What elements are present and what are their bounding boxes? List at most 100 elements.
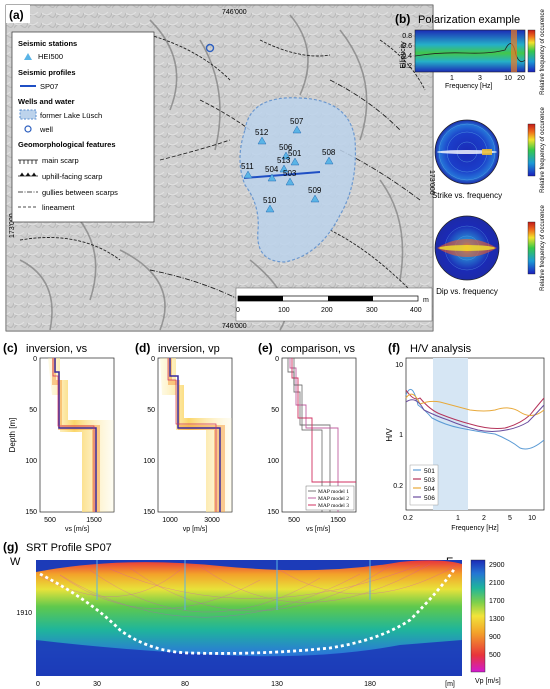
ellip-xtick-3: 3 — [478, 75, 482, 82]
coord-left: 173'000 — [9, 213, 16, 238]
station-label-509: 509 — [308, 186, 322, 195]
vp-ytick-50: 50 — [147, 407, 155, 414]
hv-curve-506 — [405, 399, 545, 432]
ellip-xlabel: Frequency [Hz] — [445, 83, 493, 90]
srt-cbar-500: 500 — [489, 652, 501, 659]
strike-caption: Strike vs. frequency — [432, 191, 502, 200]
srt-xtick-130: 130 — [271, 681, 283, 688]
srt-ray-paths — [39, 563, 456, 618]
station-label-510: 510 — [263, 196, 277, 205]
hv-xtick-02: 0.2 — [403, 515, 413, 522]
vp-ytick-0: 0 — [151, 356, 155, 363]
srt-cbar-1700: 1700 — [489, 598, 505, 605]
former-lake-area — [239, 97, 357, 263]
cmp-xtick-1500: 1500 — [330, 517, 346, 524]
map-model-3-label: MAP model 3 — [318, 503, 349, 509]
hv-curve-501 — [405, 388, 545, 450]
panel-b-title: Polarization example — [418, 14, 520, 26]
station-marker-511 — [243, 170, 253, 179]
panel-d-vp-inversion: (d) inversion, vp 0 50 100 150 1000 3000… — [135, 341, 233, 533]
station-marker-509 — [310, 194, 320, 203]
station-label-503: 503 — [283, 169, 297, 178]
strike-colorbar — [527, 123, 536, 177]
srt-velocity-field — [36, 560, 462, 676]
ellip-colorbar — [527, 29, 536, 73]
legend-station-label: HEI500 — [38, 52, 63, 61]
cmp-ytick-100: 100 — [267, 458, 279, 465]
ellip-xtick-1: 1 — [450, 75, 454, 82]
dip-colorbar-label: Relative frequency of occurence — [540, 204, 546, 290]
station-label-507: 507 — [290, 117, 304, 126]
panel-f-letter: (f) — [388, 341, 400, 355]
panel-c-title: inversion, vs — [26, 343, 88, 355]
srt-station-markers — [96, 560, 371, 610]
srt-colorbar — [470, 559, 486, 673]
hv-ytick-10: 10 — [395, 362, 403, 369]
map-model-2-label: MAP model 2 — [318, 496, 349, 502]
hv-legend-label-503: 503 — [424, 477, 435, 484]
srt-xtick-180: 180 — [364, 681, 376, 688]
legend-lake-swatch — [19, 109, 37, 120]
scale-tick-300: 300 — [366, 307, 378, 314]
hv-legend: 501 503 504 506 — [413, 468, 435, 502]
vp-xtick-3000: 3000 — [204, 517, 220, 524]
srt-cbar-900: 900 — [489, 634, 501, 641]
well-marker — [205, 43, 215, 53]
ellip-xtick-10: 10 — [504, 75, 512, 82]
legend-wells-water: Wells and water — [18, 97, 75, 106]
dip-colorbar — [527, 221, 536, 275]
hv-ylabel: H/V — [385, 428, 394, 442]
vs-ylabel: Depth [m] — [8, 418, 17, 453]
srt-cbar-2900: 2900 — [489, 562, 505, 569]
vs-xtick-500: 500 — [44, 517, 56, 524]
scale-unit: m — [423, 297, 429, 304]
station-label-511: 511 — [241, 162, 254, 171]
hv-xtick-5: 5 — [508, 515, 512, 522]
ellip-colorbar-label: Relative frequency of occurence — [540, 8, 546, 94]
ellip-ytick-06: 0.6 — [402, 43, 412, 50]
station-label-501: 501 — [288, 149, 302, 158]
panel-f-hv: (f) H/V analysis 501 503 504 506 H/V 10 1 0… — [385, 341, 545, 532]
strike-colorbar-label: Relative frequency of occurence — [540, 106, 546, 192]
srt-xtick-0: 0 — [36, 681, 40, 688]
bedrock-interface — [39, 567, 457, 655]
hv-xlabel: Frequency [Hz] — [451, 525, 499, 532]
vs-ytick-100: 100 — [25, 458, 37, 465]
station-marker-507 — [292, 125, 302, 134]
station-label-513: 513 — [277, 156, 291, 165]
station-marker-506 — [281, 151, 291, 160]
coord-bottom: 746'000 — [222, 323, 247, 330]
cmp-xtick-500: 500 — [288, 517, 300, 524]
station-marker-508 — [324, 156, 334, 165]
station-label-512: 512 — [255, 128, 269, 137]
vp-ytick-100: 100 — [143, 458, 155, 465]
legend-lake-label: former Lake Lüsch — [40, 111, 102, 120]
legend-geomorph: Geomorphological features — [18, 140, 116, 149]
hv-xtick-2: 2 — [482, 515, 486, 522]
srt-west-label: W — [10, 556, 21, 568]
legend-station-icon — [24, 53, 32, 60]
station-marker-510 — [265, 204, 275, 213]
station-label-504: 504 — [265, 165, 279, 174]
panel-g-srt-profile: (g) SRT Profile SP07 W E 1910 0 30 80 13… — [3, 540, 505, 688]
scale-bar: 0 100 200 300 400 m — [235, 287, 433, 322]
legend-lineament: lineament — [42, 203, 75, 212]
cmp-ytick-0: 0 — [275, 356, 279, 363]
panel-e-title: comparison, vs — [281, 343, 355, 355]
legend-seismic-profiles: Seismic profiles — [18, 68, 76, 77]
station-marker-513 — [279, 164, 289, 173]
scarp-lines — [19, 34, 426, 301]
dip-caption: Dip vs. frequency — [436, 287, 498, 296]
vp-xlabel: vp [m/s] — [183, 526, 208, 533]
vs-ytick-50: 50 — [29, 407, 37, 414]
srt-xtick-80: 80 — [181, 681, 189, 688]
hv-ytick-1: 1 — [399, 432, 403, 439]
vp-ytick-150: 150 — [143, 509, 155, 516]
legend-well-label: well — [39, 125, 53, 134]
scale-tick-400: 400 — [410, 307, 422, 314]
station-marker-503 — [285, 177, 295, 186]
panel-d-letter: (d) — [135, 341, 150, 355]
panel-c-vs-inversion: (c) inversion, vs Depth [m] 0 50 100 150… — [3, 341, 115, 533]
